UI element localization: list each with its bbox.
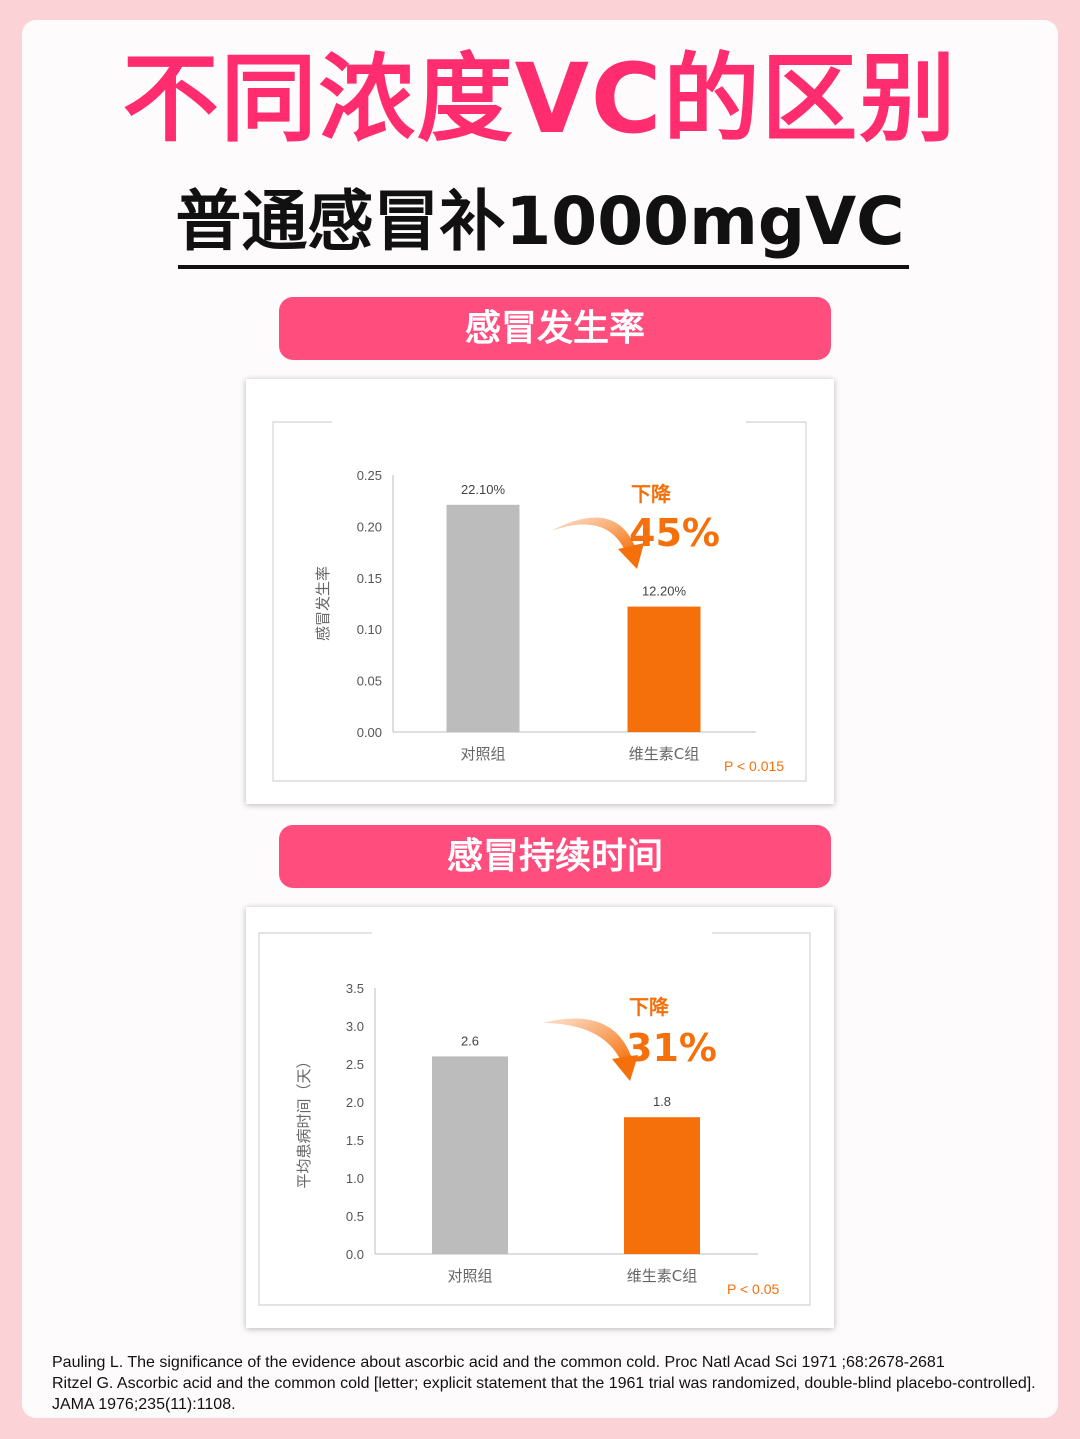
y-tick-label: 0.10 <box>357 622 382 637</box>
bar-value-label: 22.10% <box>461 482 506 497</box>
bar-vitamin-c <box>627 606 701 732</box>
chart-frame <box>272 421 807 782</box>
y-tick-label: 0.05 <box>357 674 382 689</box>
decrease-arrow-icon <box>542 1018 632 1063</box>
x-tick-label: 维生素C组 <box>627 1267 697 1285</box>
decrease-percent: 31% <box>626 1026 717 1070</box>
references: Pauling L. The significance of the evide… <box>52 1352 1042 1415</box>
bar-value-label: 12.20% <box>642 584 687 599</box>
chart-frame <box>258 932 811 1306</box>
y-axis-label: 感冒发生率 <box>314 566 332 641</box>
y-tick-label: 1.5 <box>346 1133 364 1148</box>
reference-2: Ritzel G. Ascorbic acid and the common c… <box>52 1375 1036 1413</box>
y-tick-label: 2.0 <box>346 1095 364 1110</box>
bar-vitamin-c <box>624 1117 700 1254</box>
decrease-label: 下降 <box>629 995 670 1019</box>
y-tick-label: 0.0 <box>346 1247 364 1262</box>
reference-1: Pauling L. The significance of the evide… <box>52 1354 945 1371</box>
x-tick-label: 维生素C组 <box>629 745 699 763</box>
main-title: 不同浓度VC的区别 <box>122 43 958 155</box>
p-value: P < 0.05 <box>727 1281 780 1297</box>
chart-incidence: 0.25 0.20 0.15 0.10 0.05 0.00 感冒发生率 22.10% 对照组 12… <box>272 421 807 782</box>
section-label-duration: 感冒持续时间 <box>279 825 831 888</box>
decrease-percent: 45% <box>629 511 720 555</box>
decrease-arrow-icon <box>551 517 636 553</box>
y-tick-label: 2.5 <box>346 1057 364 1072</box>
y-tick-label: 0.25 <box>357 468 382 483</box>
y-axis-label: 平均患病时间（天） <box>295 1053 313 1188</box>
chart-incidence-panel: 0.25 0.20 0.15 0.10 0.05 0.00 感冒发生率 22.10% 对照组 12… <box>246 379 834 804</box>
p-value: P < 0.015 <box>724 758 784 774</box>
bar-control <box>446 504 520 732</box>
y-tick-label: 0.5 <box>346 1209 364 1224</box>
subtitle-underline <box>178 265 909 269</box>
y-tick-label: 3.0 <box>346 1019 364 1034</box>
bar-value-label: 1.8 <box>653 1094 671 1109</box>
x-tick-label: 对照组 <box>447 1267 492 1285</box>
x-tick-label: 对照组 <box>460 745 505 763</box>
bar-control <box>432 1056 508 1254</box>
y-tick-label: 3.5 <box>346 981 364 996</box>
y-tick-label: 0.00 <box>357 725 382 740</box>
chart-duration: 3.5 3.0 2.5 2.0 1.5 1.0 0.5 0.0 平均患病时间（天） 2.6 对照组 1… <box>258 932 811 1306</box>
y-tick-label: 0.15 <box>357 571 382 586</box>
decrease-label: 下降 <box>631 482 672 506</box>
bar-value-label: 2.6 <box>461 1033 479 1048</box>
chart-duration-panel: 3.5 3.0 2.5 2.0 1.5 1.0 0.5 0.0 平均患病时间（天） 2.6 对照组 1… <box>246 907 834 1328</box>
section-label-incidence: 感冒发生率 <box>279 297 831 360</box>
decrease-arrowhead-icon <box>612 1055 638 1081</box>
y-tick-label: 1.0 <box>346 1171 364 1186</box>
subtitle: 普通感冒补1000mgVC <box>175 183 905 260</box>
decrease-arrowhead-icon <box>618 543 644 569</box>
y-tick-label: 0.20 <box>357 519 382 534</box>
